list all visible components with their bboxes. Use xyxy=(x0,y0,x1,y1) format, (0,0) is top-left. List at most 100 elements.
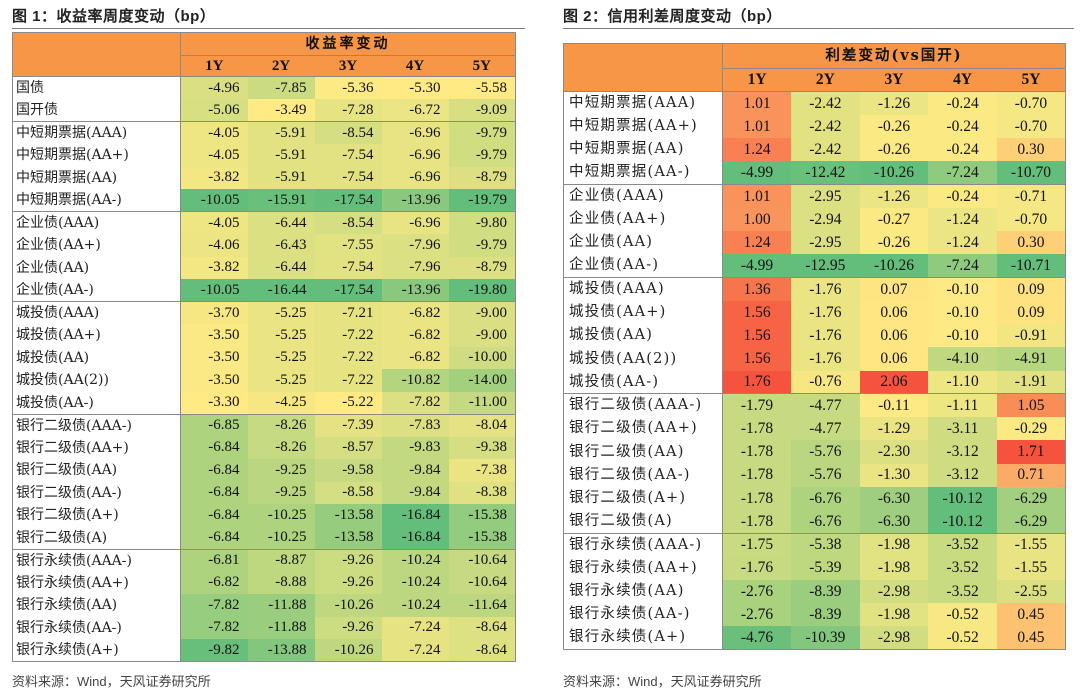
value-cell-2y: -0.76 xyxy=(791,370,860,394)
value-cell-3y: -0.26 xyxy=(859,138,929,162)
value-cell-2y: -5.25 xyxy=(247,346,315,369)
value-cell-2y: -4.77 xyxy=(791,393,860,417)
value-cell-1y: -2.76 xyxy=(722,603,792,627)
value-cell-4y: -4.10 xyxy=(928,347,997,371)
row-label: 银行二级债(A) xyxy=(12,526,181,549)
value-cell-3y: 2.06 xyxy=(859,370,929,394)
value-cell-5y: -9.00 xyxy=(448,301,516,324)
table-row: 城投债(AAA) -3.70 -5.25 -7.21 -6.82 -9.00 xyxy=(12,301,516,324)
value-cell-1y: -6.84 xyxy=(180,481,248,504)
value-cell-4y: -0.24 xyxy=(928,90,997,115)
row-label: 银行二级债(AA+) xyxy=(12,436,181,459)
value-cell-1y: 1.36 xyxy=(722,276,792,301)
column-header-3y: 3Y xyxy=(314,55,382,77)
figure-2-title: 图 2：信用利差周度变动（bp） xyxy=(563,8,782,25)
row-label: 银行永续债(AA) xyxy=(563,579,723,603)
value-cell-3y: -0.26 xyxy=(859,231,929,255)
row-label: 银行永续债(AAA-) xyxy=(563,532,723,557)
value-cell-5y: -0.70 xyxy=(996,207,1066,231)
table-row: 城投债(AA(2)) 1.56 -1.76 0.06 -4.10 -4.91 xyxy=(563,347,1066,371)
value-cell-1y: 1.24 xyxy=(722,231,792,255)
value-cell-4y: -3.52 xyxy=(928,532,997,557)
value-cell-1y: -3.50 xyxy=(180,324,248,347)
row-label: 中短期票据(AAA) xyxy=(12,121,181,144)
value-cell-5y: -9.79 xyxy=(448,144,516,167)
value-cell-3y: 0.07 xyxy=(859,276,929,301)
value-cell-2y: -4.77 xyxy=(791,417,860,441)
value-cell-4y: -10.12 xyxy=(928,510,997,534)
group-header: 收益率变动 xyxy=(180,32,516,56)
value-cell-5y: -10.00 xyxy=(448,346,516,369)
row-label: 银行二级债(A+) xyxy=(563,486,723,510)
value-cell-5y: -2.55 xyxy=(996,579,1066,603)
value-cell-1y: 1.01 xyxy=(722,90,792,115)
value-cell-5y: -0.91 xyxy=(996,324,1066,348)
column-header-5y: 5Y xyxy=(996,68,1066,92)
row-label: 城投债(AA(2)) xyxy=(563,347,723,371)
value-cell-5y: -8.64 xyxy=(448,616,516,639)
value-cell-1y: -1.76 xyxy=(722,556,792,580)
table-row: 银行二级债(AA-) -1.78 -5.76 -1.30 -3.12 0.71 xyxy=(563,463,1066,487)
row-label: 银行二级债(AA-) xyxy=(563,463,723,487)
row-label: 银行永续债(AA-) xyxy=(12,616,181,639)
row-label: 银行永续债(AA) xyxy=(12,594,181,617)
value-cell-1y: -9.82 xyxy=(180,639,248,662)
value-cell-4y: -3.12 xyxy=(928,463,997,487)
value-cell-4y: -0.10 xyxy=(928,276,997,301)
row-label: 企业债(AAA) xyxy=(563,183,723,208)
table-row: 银行二级债(AA+) -1.78 -4.77 -1.29 -3.11 -0.29 xyxy=(563,417,1066,441)
value-cell-5y: -6.29 xyxy=(996,510,1066,534)
value-cell-1y: -1.78 xyxy=(722,440,792,464)
row-label: 城投债(AAA) xyxy=(563,276,723,301)
row-label: 城投债(AA) xyxy=(12,346,181,369)
value-cell-3y: -13.58 xyxy=(314,504,382,527)
row-label: 城投债(AA-) xyxy=(12,391,181,414)
column-header-4y: 4Y xyxy=(381,55,449,77)
value-cell-2y: -12.95 xyxy=(791,254,860,278)
value-cell-5y: -10.70 xyxy=(996,161,1066,185)
value-cell-2y: -1.76 xyxy=(791,324,860,348)
table-row: 企业债(AAA) -4.05 -6.44 -8.54 -6.96 -9.80 xyxy=(12,211,516,234)
value-cell-2y: -8.87 xyxy=(247,548,315,572)
value-cell-3y: -0.27 xyxy=(859,207,929,231)
value-cell-1y: -5.06 xyxy=(180,99,248,122)
table-row: 银行永续债(AAA-) -1.75 -5.38 -1.98 -3.52 -1.55 xyxy=(563,532,1066,557)
yield-change-table: 收益率变动 1Y 2Y 3Y 4Y 5Y 国债 -4.96 -7.85 -5.36 -5… xyxy=(12,32,517,662)
value-cell-2y: -10.39 xyxy=(791,626,860,650)
value-cell-5y: -8.64 xyxy=(448,639,516,662)
value-cell-2y: -5.25 xyxy=(247,301,315,324)
table-row: 银行永续债(AAA-) -6.81 -8.87 -9.26 -10.24 -10.64 xyxy=(12,548,516,572)
value-cell-2y: -5.76 xyxy=(791,463,860,487)
value-cell-1y: -3.82 xyxy=(180,166,248,189)
value-cell-2y: -15.91 xyxy=(247,189,315,212)
value-cell-5y: -6.29 xyxy=(996,486,1066,510)
row-label: 城投债(AA(2)) xyxy=(12,369,181,392)
value-cell-1y: -6.84 xyxy=(180,436,248,459)
table-row: 城投债(AA+) 1.56 -1.76 0.06 -0.10 0.09 xyxy=(563,300,1066,324)
value-cell-4y: -3.11 xyxy=(928,417,997,441)
column-header-2y: 2Y xyxy=(791,68,860,92)
value-cell-2y: -1.76 xyxy=(791,347,860,371)
corner-header-cell xyxy=(12,32,181,77)
value-cell-2y: -1.76 xyxy=(791,276,860,301)
table-body: 中短期票据(AAA) 1.01 -2.42 -1.26 -0.24 -0.70 中短期票据(… xyxy=(563,90,1066,650)
row-label: 城投债(AA+) xyxy=(12,324,181,347)
value-cell-2y: -4.25 xyxy=(247,391,315,414)
value-cell-3y: -9.26 xyxy=(314,616,382,639)
value-cell-5y: -0.70 xyxy=(996,114,1066,138)
value-cell-1y: -4.96 xyxy=(180,76,248,99)
value-cell-5y: -5.58 xyxy=(448,76,516,99)
value-cell-4y: -0.10 xyxy=(928,300,997,324)
row-label: 银行永续债(A+) xyxy=(12,639,181,662)
row-label: 银行二级债(AA+) xyxy=(563,417,723,441)
value-cell-5y: -9.79 xyxy=(448,121,516,144)
row-label: 银行二级债(AAA-) xyxy=(563,393,723,417)
value-cell-5y: -9.80 xyxy=(448,211,516,234)
table-row: 企业债(AA-) -4.99 -12.95 -10.26 -7.24 -10.71 xyxy=(563,254,1066,278)
value-cell-4y: -6.82 xyxy=(381,346,449,369)
row-label: 企业债(AA) xyxy=(12,256,181,279)
value-cell-5y: -19.80 xyxy=(448,279,516,302)
table-row: 企业债(AA+) 1.00 -2.94 -0.27 -1.24 -0.70 xyxy=(563,207,1066,231)
value-cell-4y: -7.24 xyxy=(381,639,449,662)
value-cell-4y: -10.24 xyxy=(381,571,449,594)
